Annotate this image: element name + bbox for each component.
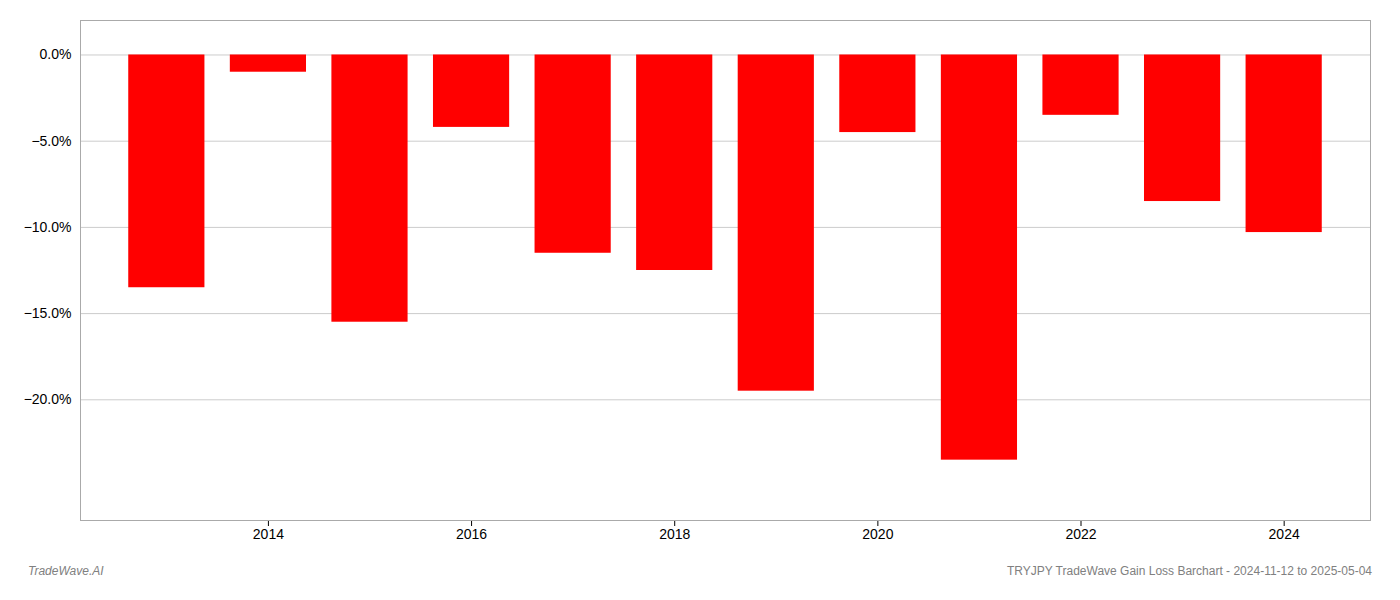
svg-text:0.0%: 0.0% <box>40 46 72 62</box>
svg-text:2018: 2018 <box>659 526 690 542</box>
html-text:TRYJPY TradeWave Gain Loss Bar: TRYJPY TradeWave Gain Loss Barchart - 20… <box>1006 564 1372 578</box>
svg-text:2016: 2016 <box>456 526 487 542</box>
svg-text:−15.0%: −15.0% <box>24 305 72 321</box>
svg-text:−20.0%: −20.0% <box>24 391 72 407</box>
svg-text:2024: 2024 <box>1269 526 1300 542</box>
svg-text:2022: 2022 <box>1065 526 1096 542</box>
svg-text:−5.0%: −5.0% <box>31 133 71 149</box>
svg-text:2020: 2020 <box>862 526 893 542</box>
html-text:TradeWave.AI: TradeWave.AI <box>28 564 104 578</box>
svg-text:−10.0%: −10.0% <box>24 219 72 235</box>
svg-text:2014: 2014 <box>253 526 284 542</box>
